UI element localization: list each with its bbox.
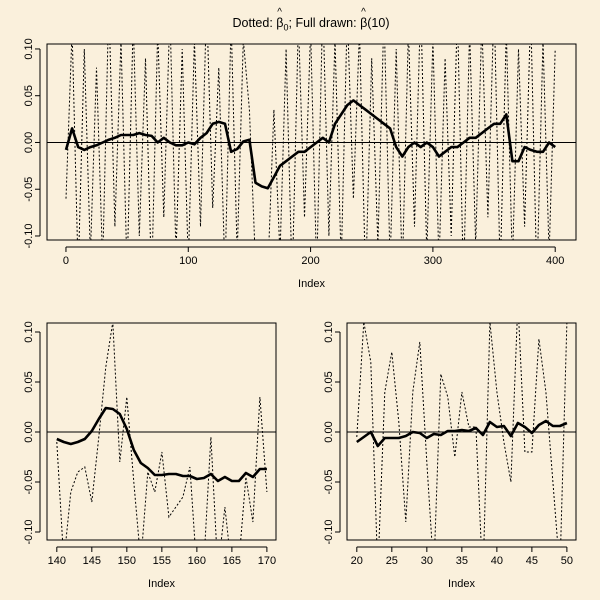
y-tick-label: 0.10 — [23, 321, 35, 342]
x-tick-label: 155 — [153, 555, 171, 567]
plot-frame — [46, 322, 277, 541]
beta-hat-symbol: β0 — [276, 7, 289, 33]
y-tick-label: -0.10 — [23, 223, 35, 248]
plot-area — [47, 323, 276, 540]
x-axis-label: Index — [448, 578, 475, 590]
beta-hat-symbol: β — [360, 7, 368, 30]
series-beta-hat-10 — [64, 99, 556, 190]
x-tick-label: 25 — [386, 555, 398, 567]
x-tick-label: 100 — [179, 255, 197, 267]
series-beta-hat-0 — [356, 323, 568, 540]
y-tick-label: 0.10 — [323, 321, 335, 342]
title-subscript: 0 — [283, 22, 289, 33]
panel-zoom-140-170: 140 145 150 155 160 165 170 Index -0.10 -0.05 0.00… — [23, 321, 277, 590]
x-tick-label: 160 — [188, 555, 206, 567]
x-tick-label: 20 — [351, 555, 363, 567]
y-tick-label: 0.05 — [323, 371, 335, 392]
y-tick-label: 0.00 — [323, 421, 335, 442]
x-tick-label: 300 — [424, 255, 442, 267]
y-tick-label: -0.05 — [23, 177, 35, 202]
plot-area — [47, 44, 576, 240]
series-beta-hat-0 — [65, 44, 556, 240]
panel-full-range: 0 100 200 300 400 Index -0.10 -0.05 0.00 0.05 0.10 — [23, 38, 577, 290]
x-tick-label: 200 — [301, 255, 319, 267]
y-tick-label: 0.00 — [23, 421, 35, 442]
title-text: Dotted: — [232, 16, 277, 30]
title-text: (10) — [367, 16, 390, 30]
x-axis-label: Index — [148, 578, 175, 590]
panel-zoom-20-50: 20 25 30 35 40 45 50 Index -0.10 -0.05 0.00 0.05 0.1… — [323, 321, 577, 590]
title-text: ; Full drawn: — [288, 16, 361, 30]
chart-title: Dotted: β0; Full drawn: β(10) — [0, 7, 600, 33]
x-tick-label: 165 — [223, 555, 241, 567]
title-symbol: β — [276, 16, 284, 30]
y-tick-label: 0.00 — [23, 132, 35, 153]
series-beta-hat-10 — [356, 419, 568, 448]
series-beta-hat-0 — [56, 323, 268, 540]
plot-area — [347, 323, 576, 540]
series-beta-hat-10 — [56, 406, 267, 483]
y-tick-label: 0.10 — [23, 38, 35, 59]
x-tick-label: 170 — [258, 555, 276, 567]
x-tick-label: 30 — [421, 555, 433, 567]
x-tick-label: 0 — [63, 255, 69, 267]
y-tick-label: 0.05 — [23, 371, 35, 392]
x-tick-label: 140 — [48, 555, 66, 567]
y-tick-label: -0.05 — [323, 469, 335, 494]
x-tick-label: 400 — [546, 255, 564, 267]
x-tick-label: 50 — [561, 555, 573, 567]
x-axis-label: Index — [298, 278, 325, 290]
y-tick-label: -0.10 — [323, 519, 335, 544]
x-tick-label: 145 — [83, 555, 101, 567]
y-tick-label: -0.10 — [23, 519, 35, 544]
x-tick-label: 40 — [491, 555, 503, 567]
x-tick-label: 45 — [526, 555, 538, 567]
y-tick-label: -0.05 — [23, 469, 35, 494]
x-tick-label: 35 — [456, 555, 468, 567]
plot-frame — [346, 322, 577, 541]
y-tick-label: 0.05 — [23, 85, 35, 106]
x-tick-label: 150 — [118, 555, 136, 567]
plot-frame — [46, 43, 577, 241]
title-symbol: β — [360, 16, 368, 30]
